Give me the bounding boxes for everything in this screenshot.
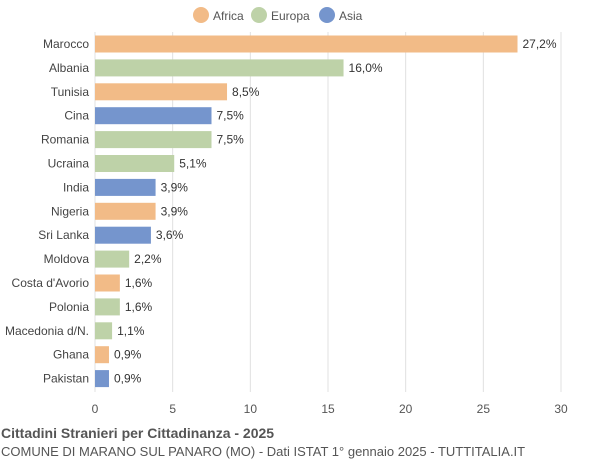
x-tick-label: 20 <box>399 402 413 416</box>
data-label: 2,2% <box>134 252 162 266</box>
category-label: Sri Lanka <box>38 228 89 242</box>
data-label: 16,0% <box>349 61 383 75</box>
legend-label: Europa <box>271 9 310 23</box>
bar <box>95 155 175 172</box>
category-label: Ucraina <box>48 157 90 171</box>
data-label: 3,6% <box>156 228 184 242</box>
chart-title: Cittadini Stranieri per Cittadinanza - 2… <box>1 425 275 441</box>
bar <box>95 274 120 292</box>
data-label: 8,5% <box>232 85 260 99</box>
bar <box>95 226 151 244</box>
legend-label: Africa <box>213 9 244 23</box>
bar <box>95 178 156 196</box>
bar <box>95 107 212 125</box>
bar <box>95 35 518 53</box>
legend-marker <box>319 7 335 23</box>
data-label: 1,1% <box>117 324 145 338</box>
data-label: 5,1% <box>179 157 207 171</box>
category-label: Costa d'Avorio <box>12 276 90 290</box>
bar <box>95 250 130 268</box>
category-label: Polonia <box>49 300 89 314</box>
x-tick-label: 15 <box>321 402 335 416</box>
legend-marker <box>193 7 209 23</box>
data-label: 27,2% <box>523 37 557 51</box>
bar <box>95 346 109 364</box>
category-label: Pakistan <box>43 372 89 386</box>
x-tick-label: 25 <box>477 402 491 416</box>
category-label: Albania <box>49 61 89 75</box>
category-label: Tunisia <box>51 85 90 99</box>
x-tick-label: 5 <box>169 402 176 416</box>
legend-label: Asia <box>339 9 363 23</box>
category-label: Nigeria <box>51 204 89 218</box>
bar <box>95 322 113 340</box>
data-label: 3,9% <box>161 204 189 218</box>
bar <box>95 131 212 149</box>
category-label: Romania <box>41 133 89 147</box>
category-label: Cina <box>64 109 89 123</box>
legend-marker <box>251 7 267 23</box>
data-label: 3,9% <box>161 180 189 194</box>
chart-subtitle: COMUNE DI MARANO SUL PANARO (MO) - Dati … <box>1 444 526 459</box>
category-label: Moldova <box>44 252 90 266</box>
category-label: Macedonia d/N. <box>5 324 89 338</box>
x-tick-label: 0 <box>92 402 99 416</box>
data-label: 0,9% <box>114 348 142 362</box>
bar <box>95 202 156 220</box>
data-label: 0,9% <box>114 372 142 386</box>
data-label: 1,6% <box>125 300 153 314</box>
bar <box>95 59 344 77</box>
bar <box>95 83 228 101</box>
x-tick-label: 30 <box>554 402 568 416</box>
category-label: Ghana <box>53 348 89 362</box>
data-label: 7,5% <box>217 109 245 123</box>
category-label: Marocco <box>43 37 89 51</box>
data-label: 7,5% <box>217 133 245 147</box>
bar <box>95 298 120 316</box>
category-label: India <box>63 180 89 194</box>
data-label: 1,6% <box>125 276 153 290</box>
bar <box>95 370 109 388</box>
x-tick-label: 10 <box>244 402 258 416</box>
